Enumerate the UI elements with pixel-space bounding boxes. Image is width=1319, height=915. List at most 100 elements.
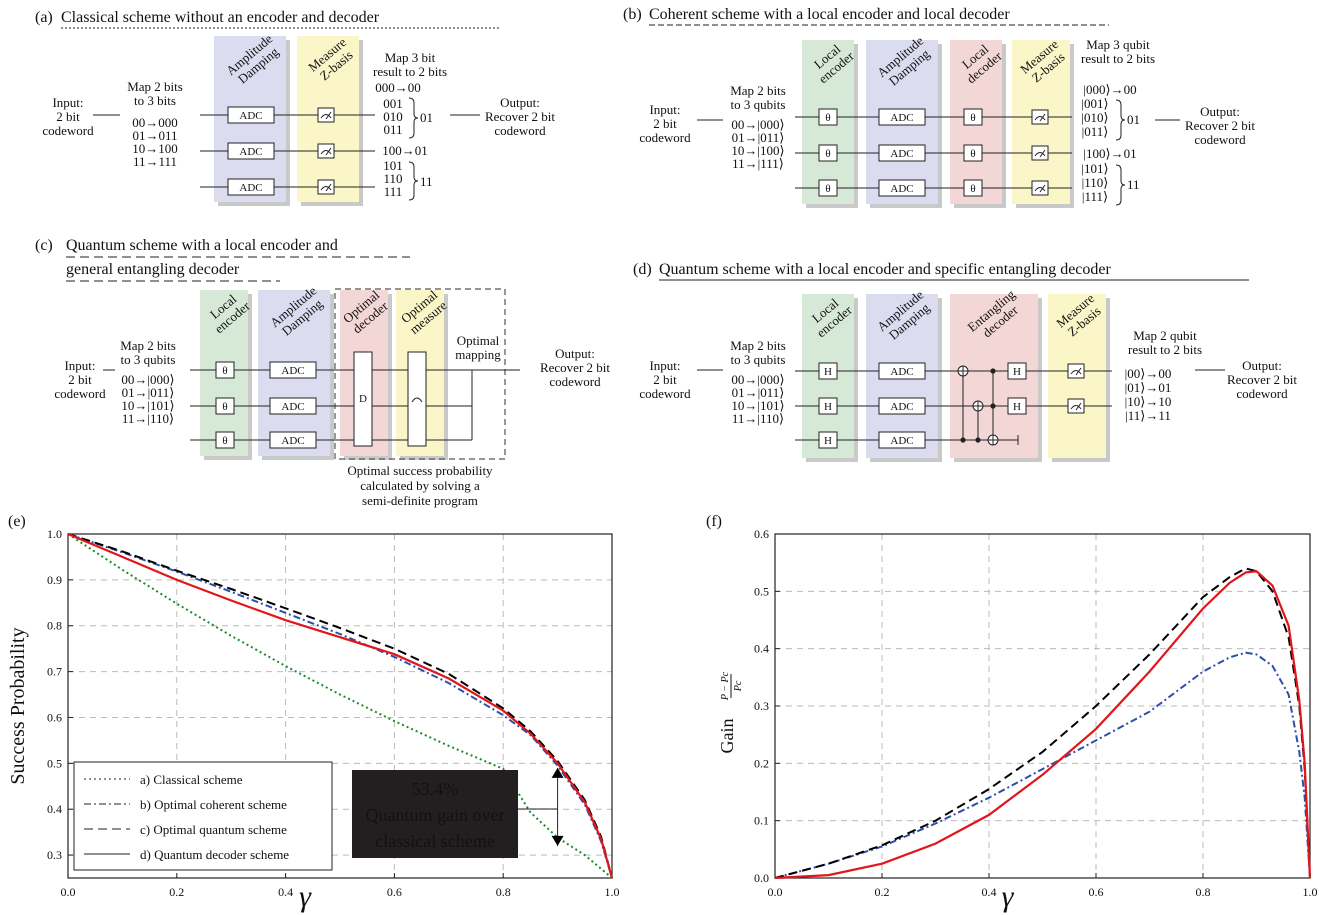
panel-d-h-gate-label: H [824, 366, 832, 378]
panel-a-map-out-title: Map 3 bit [385, 50, 436, 65]
panel-d-input: 2 bit [653, 372, 677, 387]
panel-a-title: Classical scheme without an encoder and … [61, 9, 380, 26]
panel-c-map-in-title: to 3 qubits [121, 352, 176, 367]
panel-b-theta-gate [818, 108, 838, 126]
brace [1115, 99, 1126, 141]
panel-c-meter-arc [411, 397, 423, 403]
chart-f-ytick-label: 0.0 [754, 871, 769, 885]
panel-e-label: (e) [8, 513, 26, 530]
meter-arc [320, 186, 332, 191]
chart-f-xtick-label: 0.8 [1196, 885, 1211, 899]
panel-a-map-in: 01→011 [132, 128, 177, 143]
panel-b-adc-gate [878, 179, 926, 197]
chart-f-series-quantum-line [774, 567, 1311, 879]
meter-arc [320, 114, 332, 119]
chart-e-gain-annotation-text: classical scheme [375, 831, 494, 851]
panel-c-map-in: 10→|101⟩ [121, 398, 174, 413]
panel-d-map-out: |10⟩→10 [1125, 394, 1172, 409]
panel-b-map-out-title: result to 2 bits [1081, 51, 1155, 66]
panel-d-h-gate [1007, 362, 1027, 380]
panel-b-map-out: |011⟩ [1082, 124, 1109, 139]
chart-e-legend-entry: a) Classical scheme [140, 772, 243, 787]
meter-needle [1039, 149, 1046, 158]
panel-a-map-out: 100→01 [382, 143, 428, 158]
panel-c-input: 2 bit [68, 372, 92, 387]
panel-d-adc-gate [878, 431, 926, 449]
panel-a-adc-gate-label: ADC [239, 110, 262, 122]
panel-d-map-out: |00⟩→00 [1125, 366, 1172, 381]
panel-a-map-in: 11→111 [133, 154, 177, 169]
chart-e-xtick-label: 1.0 [605, 885, 620, 899]
panel-c-mapping: Optimal [457, 333, 500, 348]
chart-f-ytick-label: 0.6 [754, 527, 769, 541]
panel-b-map-in-title: Map 2 bits [730, 83, 786, 98]
panel-a-adc-gate-label: ADC [239, 182, 262, 194]
chart-e-legend-entry: b) Optimal coherent scheme [140, 797, 287, 812]
panel-d-output: Output: [1242, 358, 1282, 373]
panel-c-adc-gate [269, 397, 317, 415]
panel-c-measure-gate [407, 351, 427, 447]
panel-c-input: Input: [64, 358, 95, 373]
panel-a-map-out: 111 [384, 184, 403, 199]
panel-b-input: Input: [649, 102, 680, 117]
panel-b-adc-gate [878, 108, 926, 126]
cnot-control [990, 403, 996, 409]
panel-b-output: Recover 2 bit [1185, 118, 1255, 133]
meter-arc [320, 150, 332, 155]
panel-c-adc-gate-label: ADC [281, 365, 304, 377]
chart-e-ytick-label: 0.3 [47, 848, 62, 862]
panel-b-theta-gate [818, 179, 838, 197]
panel-d-map-out: |11⟩→11 [1125, 408, 1171, 423]
chart-e-ytick-label: 0.6 [47, 710, 62, 724]
panel-b-theta-gate [963, 108, 983, 126]
panel-a-map-out: 001 [383, 96, 403, 111]
panel-c-adc-gate [269, 431, 317, 449]
panel-c-output: codeword [549, 374, 601, 389]
panel-a-map-out: 101 [383, 158, 403, 173]
meter-arc [1034, 116, 1046, 121]
meter-arc [1070, 405, 1082, 410]
panel-b-map-in: 01→|011⟩ [732, 130, 785, 145]
panel-c-mapping: mapping [455, 347, 501, 362]
chart-e-gain-annotation-box [352, 770, 518, 858]
chart-e-xtick-label: 0.6 [387, 885, 402, 899]
chart-e-gain-arrow-head-down [551, 835, 564, 846]
panel-b-title: Coherent scheme with a local encoder and… [649, 6, 1010, 23]
panel-f-label: (f) [706, 513, 722, 530]
panel-a-output: Recover 2 bit [485, 109, 555, 124]
panel-c-decoder-gate [353, 351, 373, 447]
chart-f-series-coherent-line [774, 651, 1311, 879]
panel-b-map-out: 01 [1127, 112, 1140, 127]
panel-a-map-out: 01 [420, 110, 433, 125]
panel-c-title: general entangling decoder [66, 261, 240, 278]
chart-e-ytick-label: 0.5 [47, 756, 62, 770]
chart-e-xlabel: γ [299, 880, 312, 913]
panel-a-map-out: 010 [383, 109, 403, 124]
chart-e-xtick-label: 0.2 [169, 885, 184, 899]
chart-f-ytick-label: 0.1 [754, 814, 769, 828]
chart-e-legend-entry: c) Optimal quantum scheme [140, 822, 287, 837]
panel-a-adc-gate-label: ADC [239, 146, 262, 158]
panel-c-theta-gate [215, 397, 235, 415]
panel-b-theta-gate-label: θ [970, 148, 975, 160]
chart-e-xtick-label: 0.8 [496, 885, 511, 899]
panel-d-map-out-title: Map 2 qubit [1133, 328, 1197, 343]
chart-e-ytick-label: 0.7 [47, 665, 62, 679]
panel-d-map-in-title: to 3 qubits [731, 352, 786, 367]
panel-d-input: codeword [639, 386, 691, 401]
panel-d-map-in: 10→|101⟩ [731, 398, 784, 413]
chart-f-plot-frame [774, 533, 1311, 879]
panel-b-output: codeword [1194, 132, 1246, 147]
chart-e-legend [73, 761, 333, 871]
chart-e-series-classical-line [67, 533, 613, 879]
panel-d-map-out-title: result to 2 bits [1128, 342, 1202, 357]
chart-f-xtick-label: 0.0 [768, 885, 783, 899]
chart-f-ylabel-denominator: Pc [733, 680, 744, 692]
chart-e-ytick-label: 0.4 [47, 802, 62, 816]
chart-f-ytick-label: 0.2 [754, 756, 769, 770]
panel-a-input: codeword [42, 123, 94, 138]
panel-d-adc-gate-label: ADC [890, 366, 913, 378]
panel-d-h-gate [818, 431, 838, 449]
panel-a-map-out: 000→00 [375, 80, 421, 95]
brace [408, 161, 419, 201]
